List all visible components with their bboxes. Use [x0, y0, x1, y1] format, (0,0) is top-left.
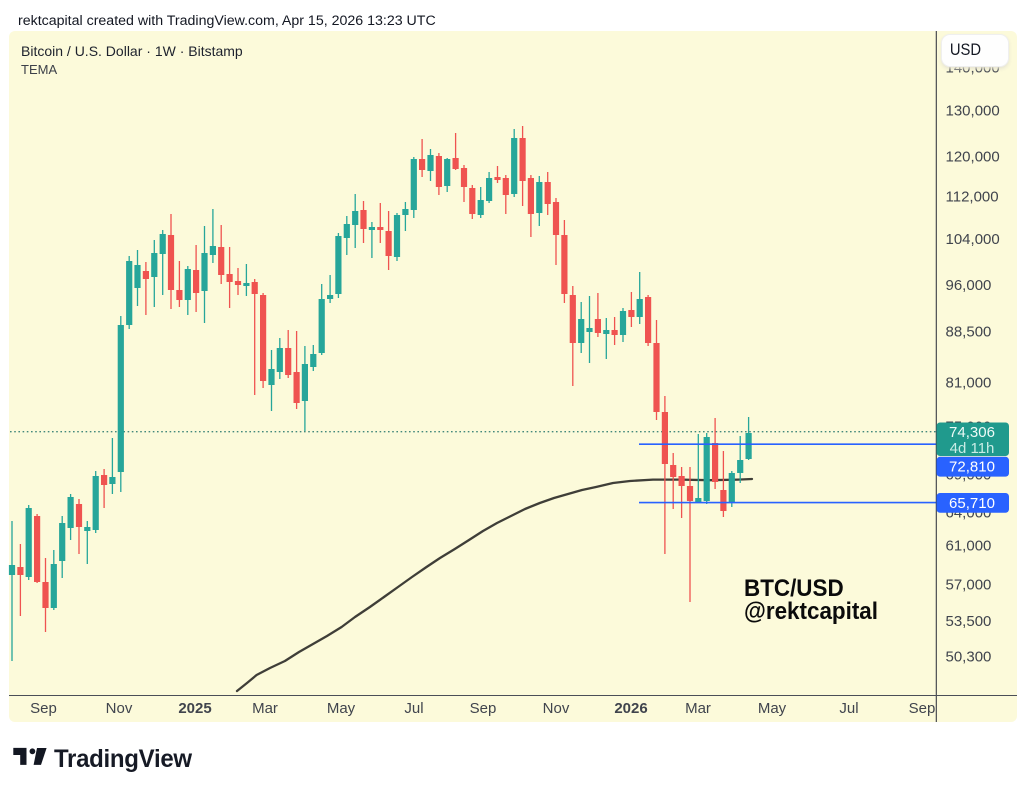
- svg-text:Sep: Sep: [30, 700, 57, 717]
- svg-text:Sep: Sep: [909, 700, 936, 717]
- svg-text:112,000: 112,000: [946, 188, 999, 205]
- svg-text:50,300: 50,300: [946, 649, 992, 666]
- svg-text:96,000: 96,000: [946, 277, 992, 294]
- svg-text:Sep: Sep: [470, 700, 497, 717]
- svg-text:53,500: 53,500: [946, 613, 992, 630]
- svg-text:May: May: [758, 700, 787, 717]
- svg-text:61,000: 61,000: [946, 538, 992, 555]
- svg-text:65,710: 65,710: [949, 495, 995, 512]
- svg-text:57,000: 57,000: [946, 576, 992, 593]
- svg-text:72,810: 72,810: [949, 459, 995, 476]
- svg-text:4d 11h: 4d 11h: [950, 440, 995, 457]
- svg-text:May: May: [327, 700, 356, 717]
- svg-text:130,000: 130,000: [946, 102, 1000, 119]
- svg-text:Jul: Jul: [404, 700, 423, 717]
- svg-text:Nov: Nov: [543, 700, 570, 717]
- svg-text:Mar: Mar: [685, 700, 711, 717]
- svg-text:Jul: Jul: [839, 700, 858, 717]
- svg-text:Nov: Nov: [106, 700, 133, 717]
- svg-text:Mar: Mar: [252, 700, 278, 717]
- svg-text:88,500: 88,500: [946, 324, 992, 341]
- svg-text:104,000: 104,000: [946, 231, 1000, 248]
- svg-text:120,000: 120,000: [946, 148, 1000, 165]
- svg-text:74,306: 74,306: [949, 424, 995, 441]
- svg-text:81,000: 81,000: [946, 375, 992, 392]
- svg-text:2026: 2026: [614, 700, 647, 717]
- svg-text:2025: 2025: [178, 700, 211, 717]
